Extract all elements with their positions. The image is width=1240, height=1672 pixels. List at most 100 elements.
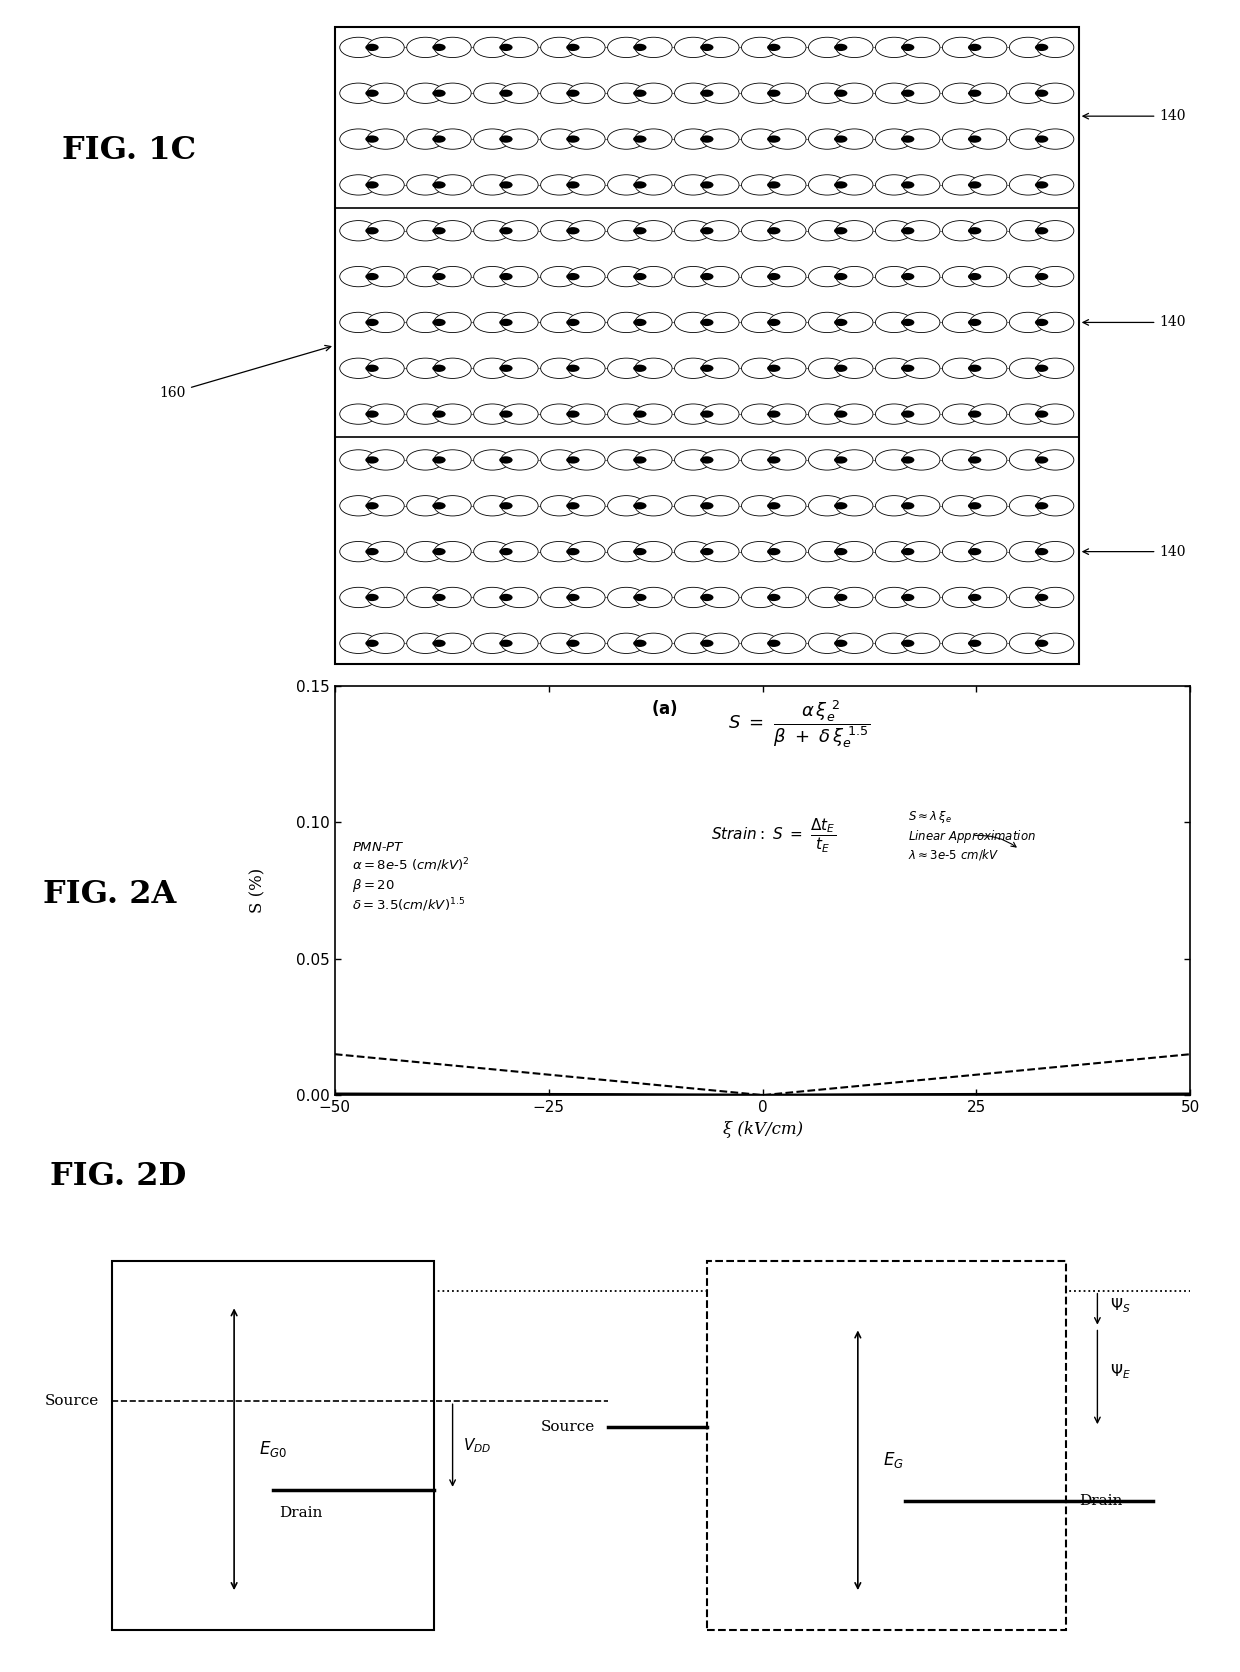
Circle shape <box>875 587 913 607</box>
Circle shape <box>808 176 846 196</box>
Circle shape <box>340 450 377 470</box>
Text: Drain: Drain <box>279 1505 322 1520</box>
Circle shape <box>835 90 847 97</box>
Circle shape <box>407 358 444 378</box>
Circle shape <box>367 129 404 149</box>
Circle shape <box>568 634 605 654</box>
Circle shape <box>1009 358 1047 378</box>
Circle shape <box>433 548 445 555</box>
Circle shape <box>1037 450 1074 470</box>
Circle shape <box>968 90 981 97</box>
Circle shape <box>836 313 873 333</box>
Circle shape <box>901 410 914 418</box>
Bar <box>335 27 1079 664</box>
Circle shape <box>701 640 713 647</box>
Circle shape <box>434 221 471 241</box>
Text: $\mathit{Strain}\mathit{:}\ S\ =\ \dfrac{\Delta t_E}{t_E}$: $\mathit{Strain}\mathit{:}\ S\ =\ \dfrac… <box>712 816 837 854</box>
Circle shape <box>968 319 981 326</box>
Circle shape <box>367 37 404 57</box>
Text: $V_{DD}$: $V_{DD}$ <box>463 1436 491 1455</box>
Text: 140: 140 <box>1083 109 1185 124</box>
Circle shape <box>634 273 646 281</box>
Circle shape <box>1009 266 1047 288</box>
Circle shape <box>903 176 940 196</box>
Circle shape <box>835 502 847 510</box>
Circle shape <box>836 266 873 288</box>
Circle shape <box>500 410 512 418</box>
Circle shape <box>836 405 873 425</box>
Circle shape <box>366 502 378 510</box>
Circle shape <box>1035 90 1048 97</box>
Circle shape <box>608 495 645 517</box>
Circle shape <box>903 358 940 378</box>
Circle shape <box>635 450 672 470</box>
Circle shape <box>433 410 445 418</box>
Circle shape <box>1035 548 1048 555</box>
Circle shape <box>808 587 846 607</box>
Circle shape <box>769 84 806 104</box>
Circle shape <box>903 495 940 517</box>
Circle shape <box>1037 634 1074 654</box>
Text: Source: Source <box>45 1394 99 1408</box>
Circle shape <box>769 495 806 517</box>
Circle shape <box>567 43 579 52</box>
Circle shape <box>634 364 646 371</box>
Circle shape <box>634 43 646 52</box>
Circle shape <box>903 634 940 654</box>
Circle shape <box>742 405 779 425</box>
Circle shape <box>1037 495 1074 517</box>
Circle shape <box>608 37 645 57</box>
Circle shape <box>769 37 806 57</box>
Circle shape <box>541 542 578 562</box>
Circle shape <box>768 319 780 326</box>
Circle shape <box>1009 495 1047 517</box>
Circle shape <box>808 129 846 149</box>
Circle shape <box>474 129 511 149</box>
Circle shape <box>702 129 739 149</box>
Circle shape <box>474 313 511 333</box>
Circle shape <box>675 358 712 378</box>
Circle shape <box>634 410 646 418</box>
Text: $\mathit{PMN}$-$\mathit{PT}$
$\mathit{\alpha = 8e\text{-}5\ (cm/kV)^2}$
$\mathit: $\mathit{PMN}$-$\mathit{PT}$ $\mathit{\a… <box>352 841 470 915</box>
Circle shape <box>808 542 846 562</box>
Circle shape <box>366 181 378 189</box>
Circle shape <box>433 319 445 326</box>
Circle shape <box>434 358 471 378</box>
Circle shape <box>567 135 579 142</box>
Circle shape <box>1037 221 1074 241</box>
Circle shape <box>634 548 646 555</box>
Circle shape <box>568 37 605 57</box>
Circle shape <box>768 273 780 281</box>
Circle shape <box>901 227 914 234</box>
Circle shape <box>901 319 914 326</box>
Circle shape <box>701 90 713 97</box>
Circle shape <box>474 495 511 517</box>
Circle shape <box>675 37 712 57</box>
Circle shape <box>836 542 873 562</box>
Circle shape <box>367 84 404 104</box>
Circle shape <box>501 405 538 425</box>
Circle shape <box>635 313 672 333</box>
Circle shape <box>500 90 512 97</box>
Circle shape <box>340 542 377 562</box>
Circle shape <box>1035 227 1048 234</box>
Circle shape <box>568 495 605 517</box>
Circle shape <box>970 129 1007 149</box>
Circle shape <box>433 364 445 371</box>
Circle shape <box>875 84 913 104</box>
Circle shape <box>808 221 846 241</box>
Circle shape <box>968 640 981 647</box>
Text: $E_{G0}$: $E_{G0}$ <box>259 1440 286 1460</box>
Circle shape <box>635 221 672 241</box>
X-axis label: ξ (kV/cm): ξ (kV/cm) <box>723 1120 802 1137</box>
Circle shape <box>875 266 913 288</box>
Circle shape <box>970 84 1007 104</box>
Circle shape <box>768 43 780 52</box>
Circle shape <box>875 176 913 196</box>
Circle shape <box>568 450 605 470</box>
Circle shape <box>1035 273 1048 281</box>
Circle shape <box>742 266 779 288</box>
Circle shape <box>434 266 471 288</box>
Circle shape <box>675 176 712 196</box>
Circle shape <box>407 313 444 333</box>
